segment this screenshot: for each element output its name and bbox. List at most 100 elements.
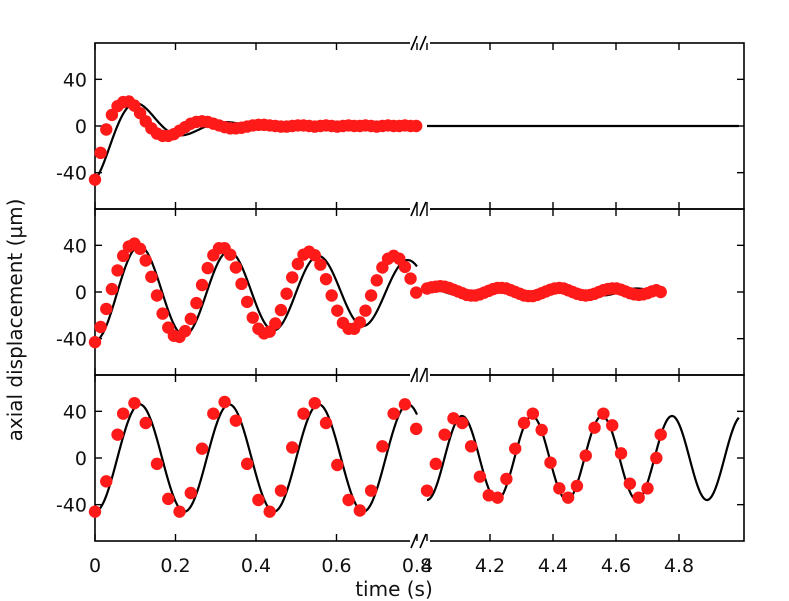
data-point	[286, 271, 299, 284]
data-point	[224, 248, 237, 261]
data-point	[491, 491, 504, 504]
data-point	[145, 270, 158, 284]
data-point	[150, 457, 164, 471]
data-point	[178, 324, 192, 338]
data-point	[156, 307, 169, 320]
y-tick-label-2-2: -40	[56, 495, 87, 517]
y-tick-label-1-2: -40	[56, 329, 87, 351]
data-point	[100, 123, 113, 136]
data-point	[139, 416, 152, 430]
data-point	[429, 457, 443, 471]
x-tick-label-4: 0.8	[402, 555, 432, 577]
data-point	[331, 458, 344, 472]
data-point	[195, 278, 209, 292]
data-point	[274, 303, 288, 317]
data-point	[464, 440, 478, 453]
data-points-layer	[88, 95, 667, 518]
data-point	[509, 442, 522, 455]
data-point	[632, 491, 645, 504]
data-point	[456, 416, 469, 430]
data-point	[240, 295, 254, 309]
data-point	[353, 316, 367, 329]
data-point	[88, 335, 102, 349]
axis-break-mark-bottom	[410, 533, 427, 549]
data-point	[331, 304, 344, 317]
data-point	[325, 289, 338, 302]
data-point	[139, 254, 152, 267]
data-point	[269, 317, 282, 330]
data-point	[409, 422, 423, 436]
data-point	[650, 451, 663, 465]
data-point	[116, 407, 130, 420]
x-axis-label: time (s)	[355, 577, 433, 601]
y-axis-label: axial displacement (µm)	[3, 199, 27, 442]
x-tick-label-1: 0.2	[160, 555, 190, 577]
data-point	[376, 440, 389, 453]
data-point	[438, 428, 451, 441]
x-tick-label-8: 4.6	[601, 555, 631, 577]
data-point	[286, 441, 299, 454]
x-tick-label-0: 0	[89, 555, 101, 577]
data-point	[252, 493, 265, 507]
axis-break-mark-0	[410, 35, 427, 51]
data-point	[100, 302, 113, 316]
data-point	[473, 470, 487, 483]
data-point	[88, 505, 102, 518]
data-point	[116, 249, 130, 263]
data-point	[654, 285, 667, 299]
y-tick-label-1-0: 40	[63, 235, 87, 257]
data-point	[162, 492, 175, 506]
data-point	[184, 486, 197, 500]
data-point	[654, 428, 667, 441]
y-tick-label-1-1: 0	[75, 282, 87, 304]
data-point	[553, 482, 566, 495]
data-point	[364, 289, 378, 302]
y-tick-label-0-0: 40	[63, 69, 87, 91]
x-tick-label-9: 4.8	[664, 555, 694, 577]
data-point	[88, 173, 102, 186]
fit-curves-layer	[94, 101, 740, 513]
data-point	[207, 407, 220, 420]
data-point	[111, 264, 124, 277]
data-point	[623, 477, 637, 490]
data-point	[94, 320, 107, 334]
data-point	[201, 261, 214, 275]
data-point	[314, 258, 327, 271]
data-point	[218, 395, 231, 409]
data-point	[274, 484, 288, 497]
data-point	[280, 287, 293, 300]
y-tick-label-2-0: 40	[63, 401, 87, 423]
x-tick-label-3: 0.6	[321, 555, 351, 577]
x-tick-label-6: 4.2	[475, 555, 505, 577]
y-tick-label-2-1: 0	[75, 448, 87, 470]
axes-layer	[94, 35, 745, 549]
x-tick-label-5: 4	[421, 555, 433, 577]
data-point	[195, 442, 209, 455]
data-point	[319, 272, 333, 286]
data-point	[190, 296, 203, 310]
data-point	[184, 312, 197, 326]
fit-curve-bottom-right	[426, 414, 740, 502]
data-point	[240, 457, 254, 471]
data-point	[526, 407, 540, 420]
y-tick-label-0-2: -40	[56, 163, 87, 185]
y-tick-label-0-1: 0	[75, 116, 87, 138]
data-point	[398, 398, 412, 411]
data-point	[100, 475, 113, 488]
data-point	[606, 419, 619, 432]
data-point	[404, 272, 417, 285]
data-point	[128, 396, 141, 410]
data-point	[398, 260, 412, 274]
data-point	[246, 311, 259, 324]
data-point	[641, 482, 654, 495]
tick-labels-layer: 40 0 -40 40 0 -40 40 0 -40 0 0.2 0.4 0.6 0.84 4.2 4.4 4.…	[56, 69, 694, 577]
data-point	[387, 407, 400, 420]
data-point	[579, 449, 592, 462]
data-point	[297, 407, 310, 420]
data-point	[111, 428, 124, 441]
data-point	[308, 249, 321, 262]
x-tick-label-7: 4.4	[538, 555, 568, 577]
data-point	[353, 504, 367, 517]
data-point	[588, 421, 601, 434]
